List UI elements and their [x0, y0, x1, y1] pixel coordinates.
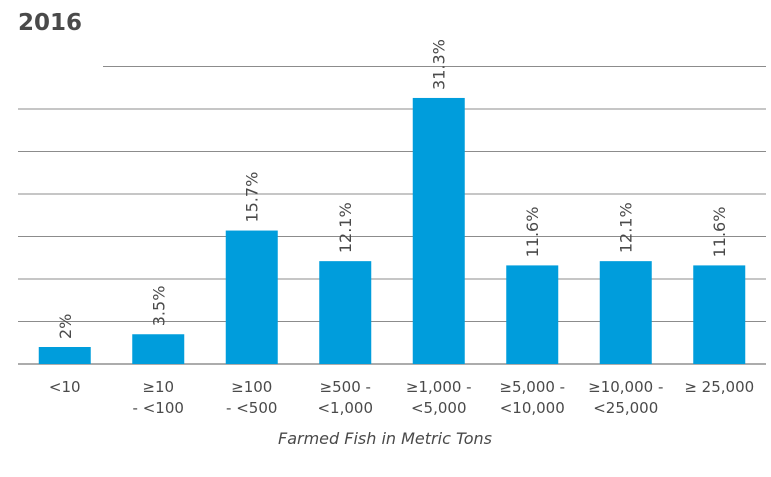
x-tick-label-line: ≥100	[231, 378, 272, 396]
x-tick-label: ≥100 - <500	[226, 378, 277, 417]
x-tick-label-line: <10	[49, 378, 81, 396]
bar	[38, 347, 91, 364]
data-label: 11.6%	[523, 207, 542, 258]
x-tick-label-line: ≥ 25,000	[684, 378, 754, 396]
data-label: 15.7%	[243, 172, 262, 223]
bar	[319, 261, 372, 364]
bar	[412, 97, 465, 364]
bars	[38, 97, 746, 364]
x-tick-label: ≥1,000 - <5,000	[406, 378, 472, 417]
bar	[225, 230, 278, 364]
data-label: 12.1%	[617, 202, 636, 253]
data-label: 31.3%	[430, 39, 449, 90]
x-tick-label-line: <10,000	[500, 399, 565, 417]
x-tick-label: ≥10 - <100	[133, 378, 184, 417]
x-tick-label-line: - <100	[133, 399, 184, 417]
data-label: 3.5%	[149, 286, 168, 327]
x-tick-label: ≥500 - <1,000	[317, 378, 373, 417]
x-tick-label-line: ≥500 -	[320, 378, 371, 396]
x-tick-label-line: ≥5,000 -	[499, 378, 565, 396]
chart-title: 2016	[18, 10, 82, 36]
bar	[132, 334, 185, 364]
x-tick-label-line: ≥10	[142, 378, 174, 396]
bar	[599, 261, 652, 364]
x-tick-label: ≥5,000 - <10,000	[499, 378, 565, 417]
data-label: 11.6%	[710, 207, 729, 258]
x-tick-label-line: ≥1,000 -	[406, 378, 472, 396]
x-tick-label: ≥ 25,000	[684, 378, 754, 396]
gridlines	[18, 66, 766, 365]
x-tick-label-line: - <500	[226, 399, 277, 417]
bar	[506, 265, 559, 364]
x-tick-labels: <10 ≥10 - <100 ≥100 - <500 ≥500 - <1,000 ≥1,000…	[49, 378, 754, 417]
x-axis-label: Farmed Fish in Metric Tons	[278, 429, 492, 448]
data-label: 2%	[56, 314, 75, 339]
x-tick-label-line: <1,000	[317, 399, 373, 417]
x-tick-label-line: ≥10,000 -	[588, 378, 663, 396]
x-tick-label-line: <5,000	[411, 399, 467, 417]
data-labels: 2% 3.5% 15.7% 12.1% 31.3% 11.6% 12.1% 11.6%	[56, 39, 730, 339]
bar	[693, 265, 746, 364]
x-tick-label: ≥10,000 - <25,000	[588, 378, 663, 417]
x-tick-label-line: <25,000	[593, 399, 658, 417]
data-label: 12.1%	[336, 202, 355, 253]
x-tick-label: <10	[49, 378, 81, 396]
